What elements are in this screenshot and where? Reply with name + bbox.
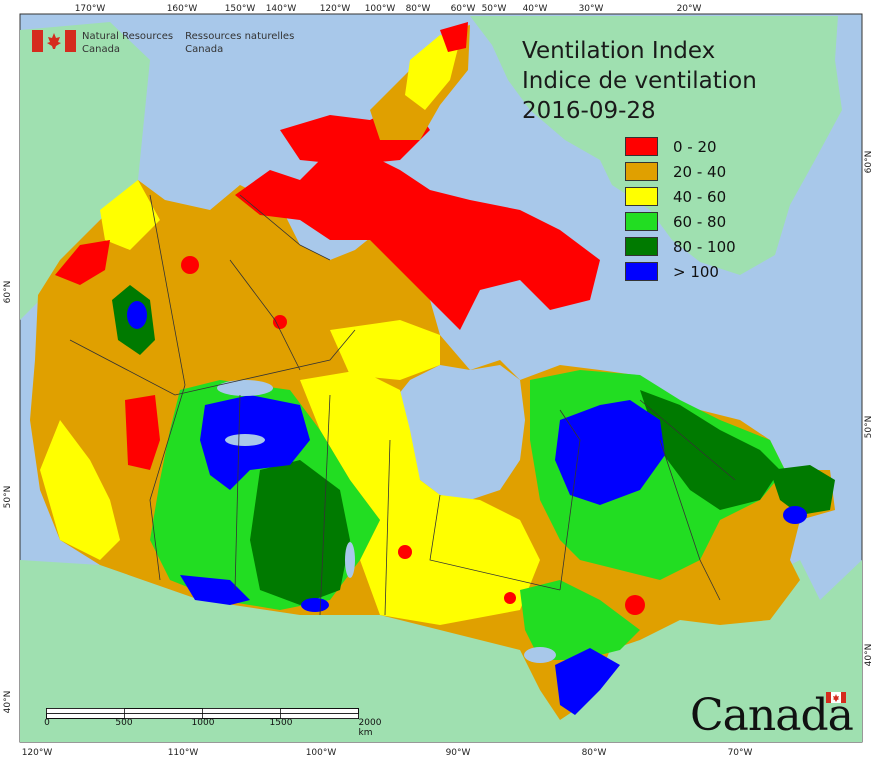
map-date: 2016-09-28 bbox=[522, 98, 656, 124]
graticule-label: 30°W bbox=[579, 4, 604, 14]
legend-swatch bbox=[625, 187, 658, 206]
region-blue-labrador bbox=[555, 400, 665, 505]
region-yellow-north bbox=[330, 320, 440, 380]
region-yellow-central bbox=[300, 370, 540, 625]
graticule-left-labels: 60°N 50°N 40°N bbox=[3, 281, 13, 714]
provincial-boundaries bbox=[69, 194, 736, 616]
great-slave-lake bbox=[225, 434, 265, 446]
graticule-label: 60°N bbox=[3, 281, 13, 304]
red-cell-ontario bbox=[398, 545, 412, 559]
graticule-top-labels: 170°W 160°W 150°W 140°W 120°W 100°W 80°W 60°W 50… bbox=[75, 4, 702, 14]
graticule-label: 80°W bbox=[582, 748, 607, 758]
scale-label-500: 500 bbox=[115, 718, 133, 728]
graticule-label: 140°W bbox=[266, 4, 297, 14]
graticule-label: 100°W bbox=[365, 4, 396, 14]
graticule-label: 50°N bbox=[864, 416, 874, 439]
map-title-en: Ventilation Index bbox=[522, 38, 716, 64]
red-cell-yukon bbox=[55, 240, 110, 285]
canada-flag-icon bbox=[32, 30, 76, 52]
region-darkgreen-east bbox=[640, 390, 780, 510]
graticule-label: 150°W bbox=[225, 4, 256, 14]
graticule-label: 80°W bbox=[406, 4, 431, 14]
legend-label: 20 - 40 bbox=[673, 162, 727, 181]
map-title-block: Ventilation Index Indice de ventilation … bbox=[522, 36, 757, 126]
red-cell-nwt bbox=[273, 315, 287, 329]
legend-label: 60 - 80 bbox=[673, 212, 727, 231]
graticule-label: 90°W bbox=[446, 748, 471, 758]
agency-name-en: Natural Resources Canada bbox=[82, 31, 174, 55]
graticule-label: 120°W bbox=[320, 4, 351, 14]
agency-name-fr: Ressources naturelles Canada bbox=[185, 31, 295, 55]
region-yellow-west bbox=[40, 420, 120, 560]
blue-cell-yukon bbox=[127, 301, 147, 329]
legend-label: > 100 bbox=[673, 262, 719, 281]
scale-label-1000: 1000 bbox=[191, 718, 215, 728]
region-darkgreen-newfoundland bbox=[770, 465, 835, 515]
wordmark-flag-icon bbox=[826, 692, 846, 703]
map-title-fr: Indice de ventilation bbox=[522, 68, 757, 94]
hudson-bay bbox=[390, 365, 525, 500]
graticule-right-labels: 60°N 50°N 40°N bbox=[864, 151, 874, 667]
graticule-label: 60°N bbox=[864, 151, 874, 174]
graticule-label: 100°W bbox=[306, 748, 337, 758]
ellesmere-yellow bbox=[405, 35, 460, 110]
legend-swatch bbox=[625, 262, 658, 281]
region-blue-ontario-south bbox=[555, 648, 620, 715]
red-cell-quebec bbox=[625, 595, 645, 615]
legend-item: 40 - 60 bbox=[625, 184, 736, 209]
legend-label: 0 - 20 bbox=[673, 137, 717, 156]
legend-swatch bbox=[625, 137, 658, 156]
scale-bar: 0 500 1000 1500 2000 km bbox=[44, 705, 381, 738]
great-bear-lake bbox=[217, 380, 273, 396]
arctic-islands-red bbox=[235, 150, 600, 330]
lake-winnipeg bbox=[345, 542, 355, 578]
legend: 0 - 20 20 - 40 40 - 60 60 - 80 80 - 100 > 100 bbox=[625, 134, 736, 284]
blue-cell-nfld bbox=[783, 506, 807, 524]
legend-item: > 100 bbox=[625, 259, 736, 284]
graticule-label: 170°W bbox=[75, 4, 106, 14]
graticule-label: 50°N bbox=[3, 486, 13, 509]
legend-label: 80 - 100 bbox=[673, 237, 736, 256]
graticule-label: 60°W bbox=[451, 4, 476, 14]
red-cell-bc bbox=[125, 395, 160, 470]
legend-swatch bbox=[625, 237, 658, 256]
blue-cell-manitoba bbox=[301, 598, 329, 612]
legend-swatch bbox=[625, 162, 658, 181]
agency-signature: Natural Resources Canada Ressources natu… bbox=[32, 30, 306, 56]
red-cell-ontario-2 bbox=[504, 592, 516, 604]
legend-item: 0 - 20 bbox=[625, 134, 736, 159]
red-cell-nwt-2 bbox=[181, 256, 199, 274]
graticule-label: 70°W bbox=[728, 748, 753, 758]
scale-label-2000: 2000 km bbox=[358, 718, 382, 738]
graticule-label: 20°W bbox=[677, 4, 702, 14]
legend-item: 60 - 80 bbox=[625, 209, 736, 234]
graticule-label: 110°W bbox=[168, 748, 199, 758]
graticule-label: 40°N bbox=[3, 691, 13, 714]
legend-swatch bbox=[625, 212, 658, 231]
graticule-label: 40°N bbox=[864, 644, 874, 667]
graticule-label: 40°W bbox=[523, 4, 548, 14]
graticule-label: 160°W bbox=[167, 4, 198, 14]
region-yellow-yukon bbox=[100, 180, 160, 250]
legend-item: 80 - 100 bbox=[625, 234, 736, 259]
legend-label: 40 - 60 bbox=[673, 187, 727, 206]
region-blue-south bbox=[180, 575, 250, 605]
scale-label-0: 0 bbox=[44, 718, 50, 728]
legend-item: 20 - 40 bbox=[625, 159, 736, 184]
ellesmere-tip-red bbox=[440, 22, 468, 52]
graticule-label: 50°W bbox=[482, 4, 507, 14]
scale-bar-graphic bbox=[46, 708, 359, 719]
scale-label-1500: 1500 bbox=[269, 718, 293, 728]
region-green-ontario bbox=[520, 580, 640, 660]
graticule-label: 120°W bbox=[22, 748, 53, 758]
alaska-landmass bbox=[20, 22, 150, 320]
usa-landmass bbox=[20, 560, 862, 742]
graticule-bottom-labels: 120°W 110°W 100°W 90°W 80°W 70°W bbox=[22, 748, 753, 758]
lake-superior bbox=[524, 647, 556, 663]
